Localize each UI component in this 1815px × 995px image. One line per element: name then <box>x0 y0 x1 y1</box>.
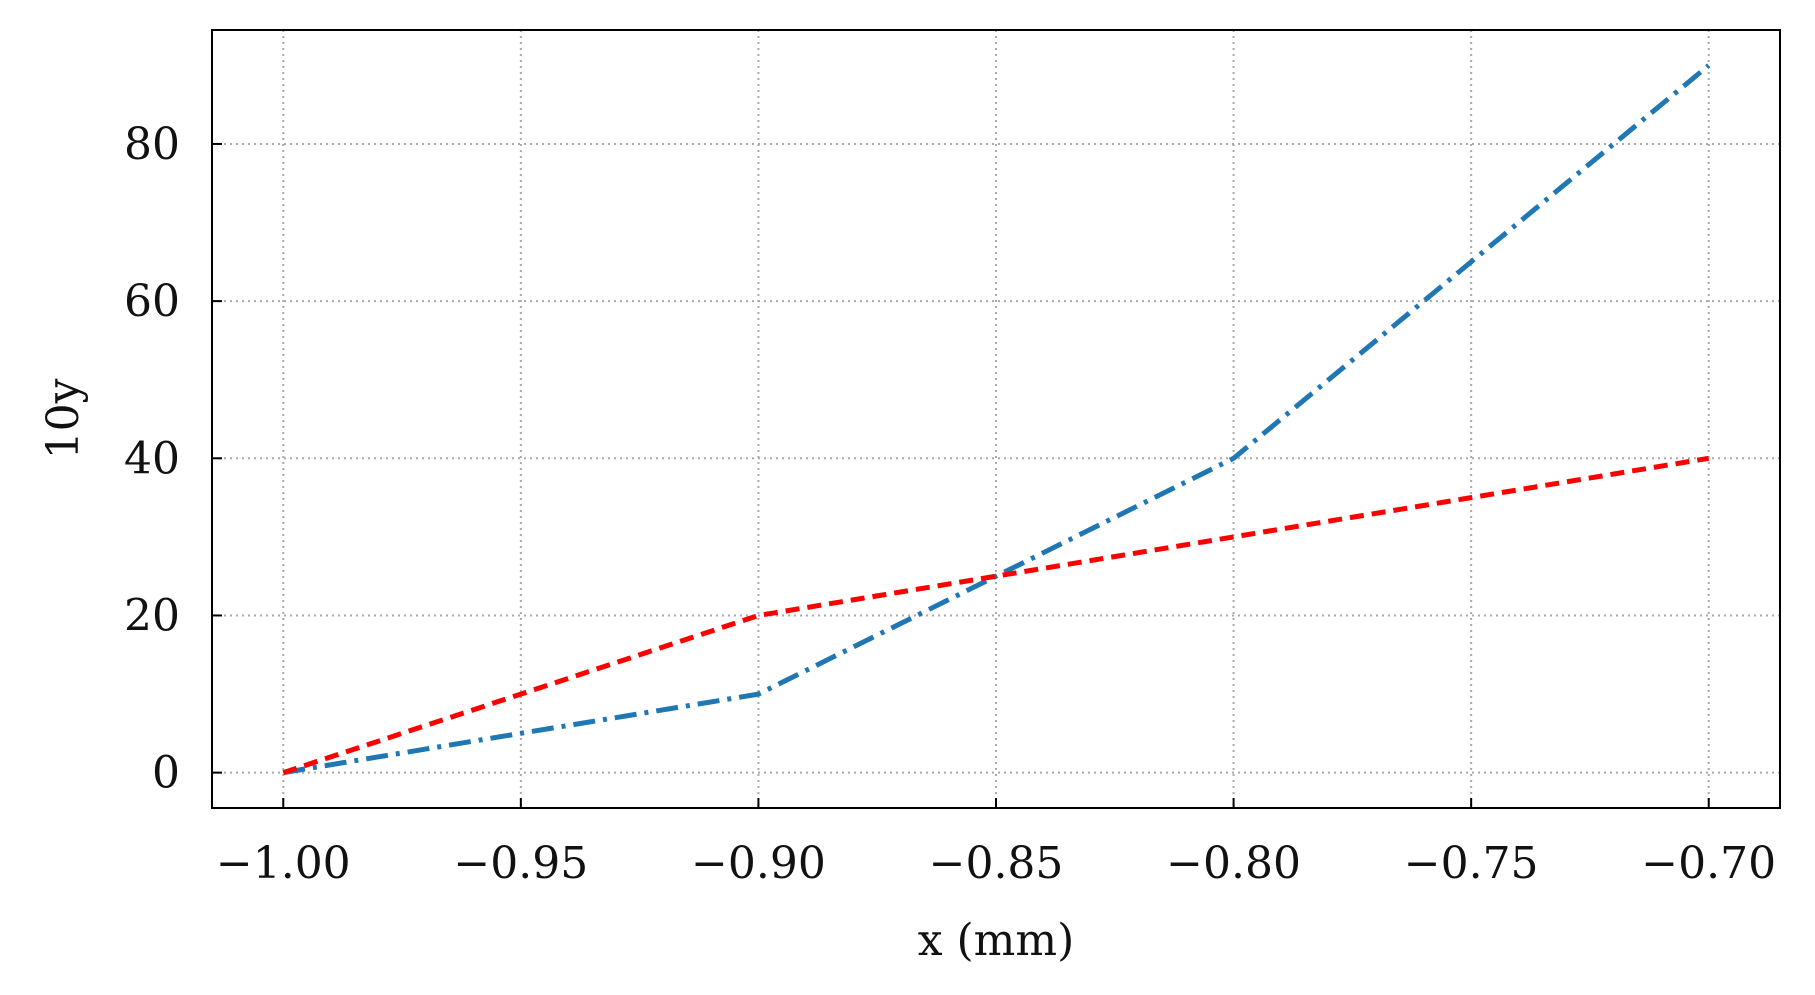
x-tick-label: −0.70 <box>1641 838 1776 889</box>
x-tick-label: −0.75 <box>1404 838 1539 889</box>
y-axis-label: 10y <box>38 378 89 459</box>
series-lines <box>282 63 1711 776</box>
x-tick-label: −0.85 <box>929 838 1064 889</box>
series-line-1 <box>282 63 1711 776</box>
y-tick-label: 20 <box>124 590 180 641</box>
y-tick-label: 40 <box>124 433 180 484</box>
x-axis-label: x (mm) <box>918 915 1075 966</box>
series-line-2 <box>282 455 1710 775</box>
x-tick-label: −0.95 <box>453 838 588 889</box>
y-tick-label: 80 <box>124 119 180 170</box>
x-tick-label: −0.80 <box>1166 838 1301 889</box>
x-tick-label: −1.00 <box>216 838 351 889</box>
y-tick-label: 0 <box>152 748 180 799</box>
axis-ticks <box>212 142 1710 808</box>
y-tick-label: 60 <box>124 276 180 327</box>
x-tick-label: −0.90 <box>691 838 826 889</box>
grid-lines <box>212 30 1780 808</box>
tick-labels: −1.00 −0.95 −0.90 −0.85 −0.80 −0.75 −0.70 0 20 40… <box>124 119 1776 889</box>
